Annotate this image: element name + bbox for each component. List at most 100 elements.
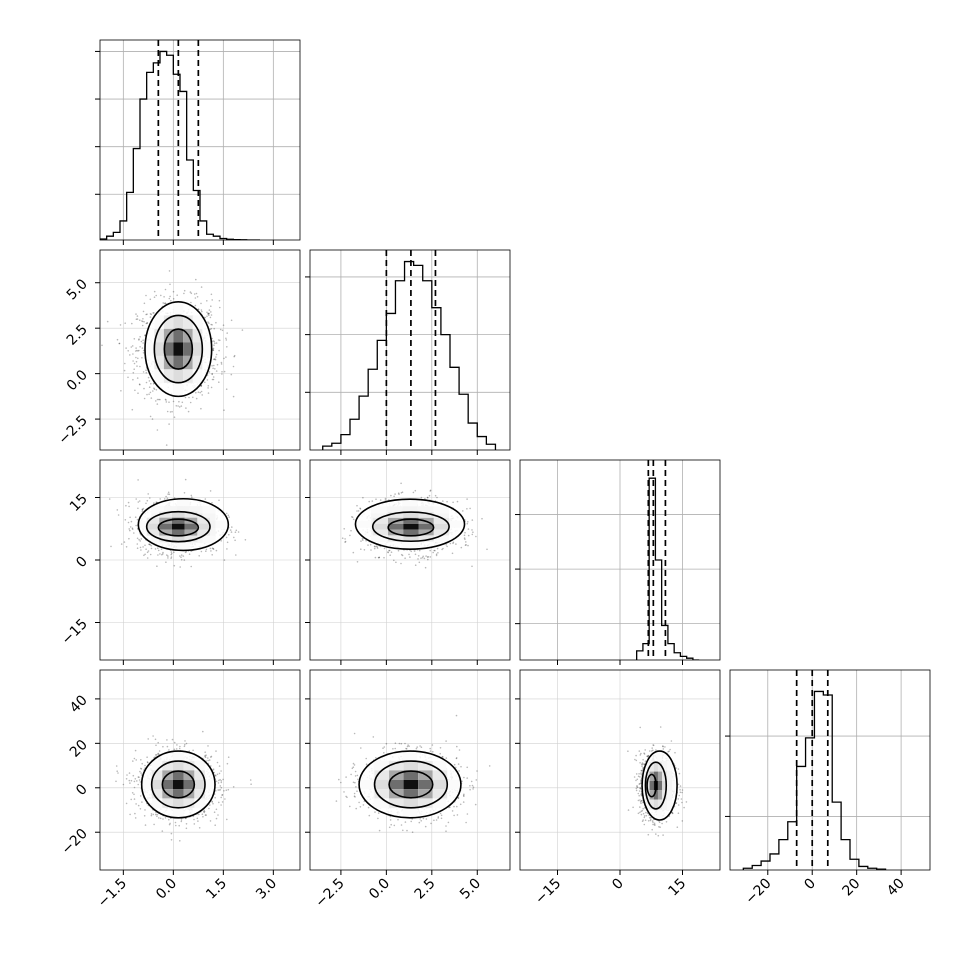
scatter-point xyxy=(120,543,123,545)
scatter-point xyxy=(383,556,385,559)
scatter-point xyxy=(216,363,219,366)
scatter-point xyxy=(180,559,183,561)
histogram-step xyxy=(742,690,887,870)
scatter-point xyxy=(360,548,362,550)
contour-line xyxy=(145,510,211,543)
scatter-point xyxy=(152,735,154,737)
scatter-point xyxy=(138,383,141,386)
scatter-point xyxy=(138,779,141,781)
scatter-point xyxy=(137,479,139,481)
scatter-point xyxy=(410,550,413,553)
histogram-panel-4 xyxy=(725,669,931,871)
scatter-point xyxy=(153,502,155,504)
density-panel-1-3 xyxy=(99,459,301,661)
scatter-point xyxy=(132,378,134,381)
scatter-point xyxy=(210,756,212,758)
scatter-point xyxy=(429,489,432,492)
scatter-point xyxy=(225,512,228,515)
scatter-point xyxy=(167,493,169,495)
scatter-point xyxy=(222,778,224,781)
scatter-point xyxy=(401,491,404,494)
scatter-point xyxy=(207,385,210,387)
scatter-point xyxy=(211,299,213,301)
scatter-point xyxy=(133,368,135,371)
scatter-point xyxy=(124,322,126,325)
scatter-point xyxy=(152,390,154,392)
scatter-point xyxy=(117,514,120,516)
scatter-point xyxy=(212,340,214,342)
density-core-cell xyxy=(388,529,404,536)
scatter-point xyxy=(201,310,203,313)
density-core-cell xyxy=(197,523,210,530)
scatter-point xyxy=(212,367,214,370)
scatter-point xyxy=(165,444,168,446)
histogram-panel-3 xyxy=(515,459,721,661)
scatter-point xyxy=(136,318,139,320)
scatter-point xyxy=(170,556,173,558)
scatter-point xyxy=(150,544,153,547)
scatter-point xyxy=(469,507,471,510)
scatter-point xyxy=(155,294,157,297)
contour-line xyxy=(387,518,435,537)
scatter-point xyxy=(149,391,152,394)
density-core-cell xyxy=(154,355,164,370)
scatter-point xyxy=(133,338,136,340)
scatter-point xyxy=(226,762,229,765)
scatter-point xyxy=(155,501,158,504)
scatter-point xyxy=(211,372,213,375)
scatter-point xyxy=(472,531,474,533)
scatter-point xyxy=(460,546,463,549)
density-core-cell xyxy=(159,523,172,530)
scatter-point xyxy=(384,499,387,501)
scatter-point xyxy=(387,551,390,554)
scatter-point xyxy=(139,808,142,810)
scatter-point xyxy=(232,395,235,398)
scatter-point xyxy=(183,559,186,561)
scatter-point xyxy=(221,801,224,803)
scatter-point xyxy=(212,548,215,550)
density-core-cell xyxy=(192,342,203,356)
scatter-point xyxy=(138,500,141,502)
scatter-point xyxy=(210,314,213,316)
density-content xyxy=(100,670,300,870)
scatter-point xyxy=(466,498,468,500)
scatter-point xyxy=(153,312,155,314)
scatter-point xyxy=(170,557,172,559)
scatter-point xyxy=(145,322,148,325)
scatter-point xyxy=(144,334,146,337)
scatter-point xyxy=(435,553,438,555)
scatter-point xyxy=(134,350,137,352)
scatter-point xyxy=(129,813,131,816)
scatter-point xyxy=(209,820,212,822)
scatter-point xyxy=(420,557,422,559)
scatter-point xyxy=(212,378,215,381)
scatter-point xyxy=(110,545,112,548)
scatter-point xyxy=(116,509,119,511)
scatter-point xyxy=(175,748,178,750)
scatter-point xyxy=(194,304,197,307)
scatter-point xyxy=(116,338,119,341)
scatter-point xyxy=(130,346,133,348)
scatter-point xyxy=(417,555,420,557)
scatter-point xyxy=(427,556,430,558)
scatter-point xyxy=(360,540,362,542)
scatter-point xyxy=(212,348,214,351)
scatter-point xyxy=(141,509,144,511)
scatter-point xyxy=(140,549,142,551)
scatter-point xyxy=(133,798,136,800)
scatter-point xyxy=(197,308,200,311)
scatter-point xyxy=(215,356,217,358)
scatter-point xyxy=(226,541,229,544)
scatter-point xyxy=(177,405,179,407)
density-core-cell xyxy=(372,517,388,524)
scatter-point xyxy=(149,313,152,315)
scatter-point xyxy=(445,544,448,546)
scatter-point xyxy=(378,556,380,559)
scatter-point xyxy=(189,401,192,404)
scatter-point xyxy=(377,556,380,559)
scatter-point xyxy=(142,318,144,320)
scatter-point xyxy=(203,810,206,813)
scatter-point xyxy=(130,520,133,523)
scatter-point xyxy=(218,381,220,384)
scatter-point xyxy=(200,390,203,393)
